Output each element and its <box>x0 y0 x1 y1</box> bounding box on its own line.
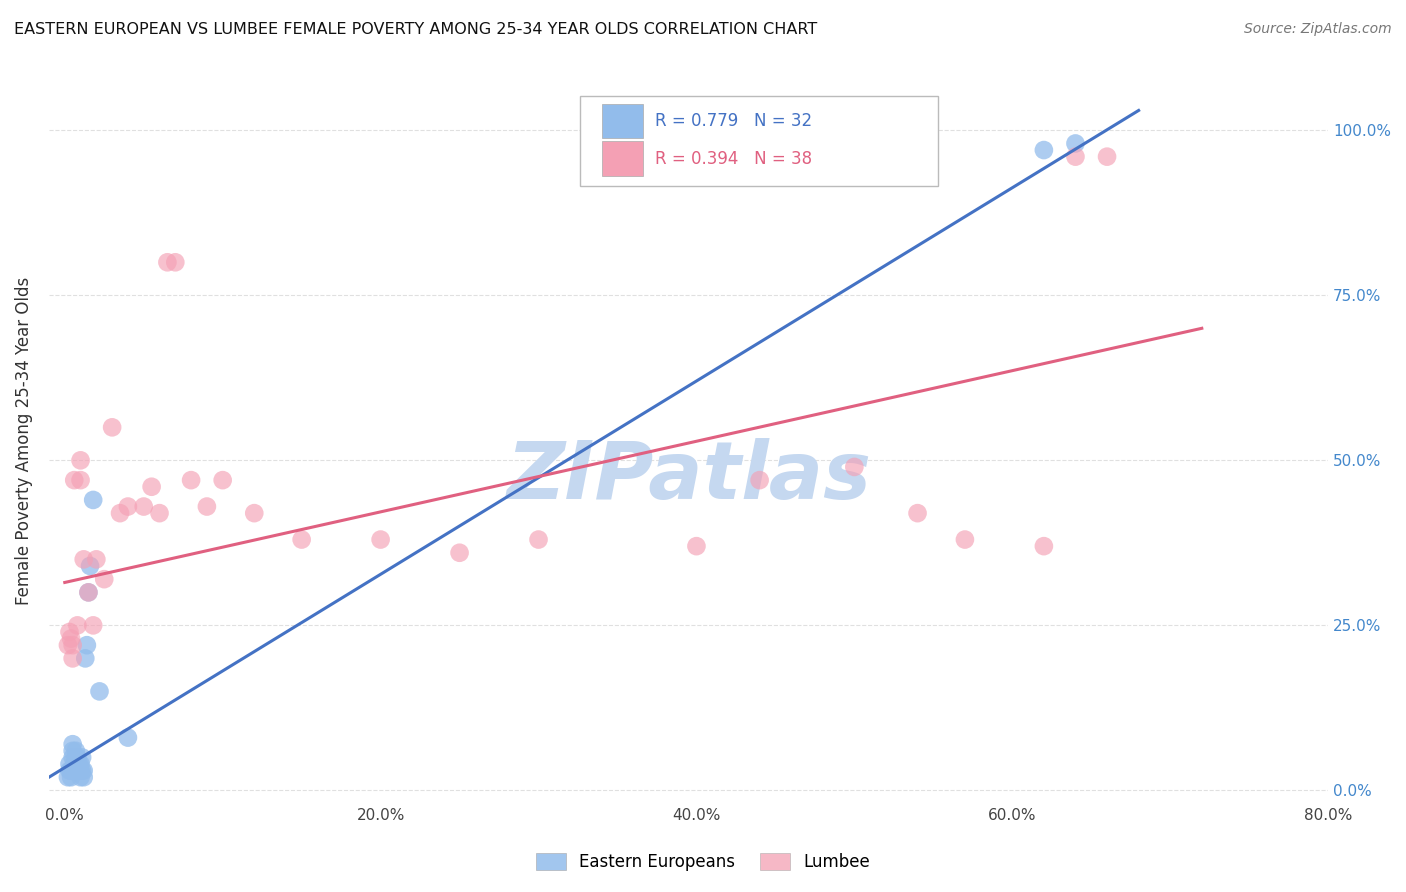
Point <box>76 638 98 652</box>
Point <box>748 473 770 487</box>
Point <box>117 731 139 745</box>
Point <box>165 255 187 269</box>
Text: ZIPatlas: ZIPatlas <box>506 438 872 516</box>
Point <box>141 480 163 494</box>
Y-axis label: Female Poverty Among 25-34 Year Olds: Female Poverty Among 25-34 Year Olds <box>15 277 32 605</box>
Point <box>156 255 179 269</box>
Point <box>69 770 91 784</box>
Point <box>1032 539 1054 553</box>
Point <box>56 770 79 784</box>
Point <box>1095 150 1118 164</box>
Point <box>101 420 124 434</box>
Point <box>69 453 91 467</box>
Point <box>953 533 976 547</box>
Point <box>148 506 170 520</box>
Point <box>93 572 115 586</box>
Point <box>89 684 111 698</box>
Point <box>63 473 86 487</box>
Point <box>79 558 101 573</box>
Point <box>75 651 97 665</box>
Point <box>82 492 104 507</box>
Point <box>180 473 202 487</box>
Point <box>844 459 866 474</box>
Point <box>69 764 91 778</box>
Point <box>62 750 84 764</box>
Point <box>73 770 96 784</box>
Point <box>65 744 87 758</box>
Point <box>1064 136 1087 151</box>
Point <box>73 764 96 778</box>
Point <box>67 757 90 772</box>
Point <box>69 757 91 772</box>
Point <box>907 506 929 520</box>
Point <box>60 764 83 778</box>
Text: EASTERN EUROPEAN VS LUMBEE FEMALE POVERTY AMONG 25-34 YEAR OLDS CORRELATION CHAR: EASTERN EUROPEAN VS LUMBEE FEMALE POVERT… <box>14 22 817 37</box>
Point <box>62 737 84 751</box>
Point <box>77 585 100 599</box>
Point <box>63 757 86 772</box>
Point <box>58 757 80 772</box>
FancyBboxPatch shape <box>579 95 938 186</box>
Point <box>56 638 79 652</box>
Point <box>66 618 89 632</box>
Text: R = 0.394   N = 38: R = 0.394 N = 38 <box>655 150 813 168</box>
Point <box>62 638 84 652</box>
Point <box>67 764 90 778</box>
Text: Source: ZipAtlas.com: Source: ZipAtlas.com <box>1244 22 1392 37</box>
Point <box>58 624 80 639</box>
Point <box>70 750 93 764</box>
FancyBboxPatch shape <box>602 141 643 177</box>
Point <box>108 506 131 520</box>
Point <box>132 500 155 514</box>
Point <box>211 473 233 487</box>
Point <box>73 552 96 566</box>
Point <box>86 552 108 566</box>
Point <box>1064 150 1087 164</box>
Point <box>66 757 89 772</box>
Point <box>291 533 314 547</box>
Point <box>62 744 84 758</box>
Point <box>70 764 93 778</box>
Point <box>117 500 139 514</box>
Point <box>527 533 550 547</box>
FancyBboxPatch shape <box>602 103 643 138</box>
Point <box>60 770 83 784</box>
Point <box>65 750 87 764</box>
Point <box>449 546 471 560</box>
Point <box>685 539 707 553</box>
Point <box>243 506 266 520</box>
Text: R = 0.779   N = 32: R = 0.779 N = 32 <box>655 112 813 130</box>
Point <box>195 500 218 514</box>
Point <box>370 533 392 547</box>
Point <box>63 764 86 778</box>
Point <box>60 632 83 646</box>
Legend: Eastern Europeans, Lumbee: Eastern Europeans, Lumbee <box>527 845 879 880</box>
Point <box>77 585 100 599</box>
Point <box>66 750 89 764</box>
Point <box>58 764 80 778</box>
Point <box>62 651 84 665</box>
Point <box>82 618 104 632</box>
Point <box>69 473 91 487</box>
Point <box>1032 143 1054 157</box>
